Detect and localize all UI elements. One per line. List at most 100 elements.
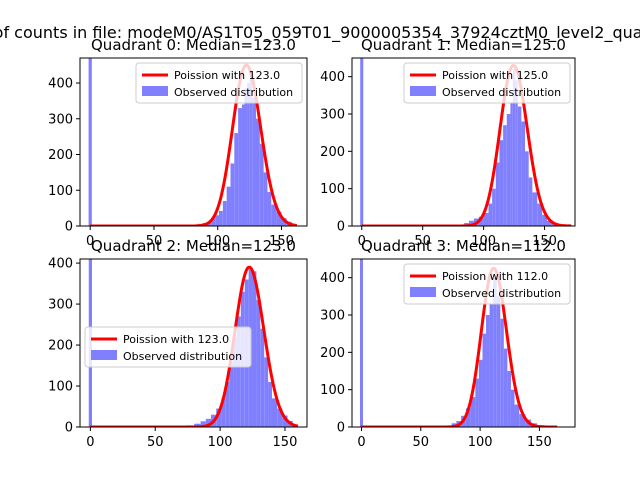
y-tick-label: 100 (48, 380, 73, 395)
y-tick-label: 200 (320, 145, 345, 160)
axes-frame (351, 57, 576, 227)
y-tick-label: 200 (320, 346, 345, 361)
histogram-bar (546, 220, 552, 226)
y-tick-label: 100 (320, 182, 345, 197)
legend-box (403, 62, 571, 104)
histogram-bar (499, 140, 504, 226)
legend-box (403, 263, 571, 305)
histogram-bar (521, 121, 526, 226)
histogram-bar (200, 421, 206, 427)
x-tick-label: 150 (273, 435, 298, 450)
histogram-bar (517, 106, 522, 226)
x-tick-label: 50 (146, 234, 163, 249)
histogram-bar (465, 408, 471, 427)
histogram-bar (532, 192, 538, 226)
histogram-bar (260, 328, 265, 427)
legend-label-observed: Observed distribution (442, 287, 561, 300)
histogram-bar (267, 192, 272, 226)
x-tick-label: 0 (86, 234, 94, 249)
histogram-bar (252, 97, 256, 226)
histogram-bar (247, 83, 250, 226)
x-tick-label: 50 (413, 435, 430, 450)
y-tick-label: 200 (48, 148, 73, 163)
subplot-quadrant-3: 0 50 100 150 0 100 200 300 400 Quadrant 3: Median… (320, 237, 576, 450)
histogram-bar (225, 381, 230, 427)
y-tick-label: 100 (320, 383, 345, 398)
legend-label-observed: Observed distribution (442, 86, 561, 99)
x-tick-label: 100 (471, 234, 496, 249)
y-tick-label: 300 (48, 298, 73, 313)
histogram-bar (256, 299, 261, 427)
histogram-bar (268, 381, 272, 427)
poisson-curve (361, 266, 558, 427)
histogram-bar (525, 151, 529, 226)
x-tick-label: 0 (357, 435, 365, 450)
subplot-quadrant-1: 0 50 100 150 0 100 200 300 400 Quadrant 1: Median… (320, 36, 576, 249)
y-tick-label: 300 (320, 108, 345, 123)
y-tick-label: 300 (48, 112, 73, 127)
histogram-bar (510, 389, 515, 427)
histogram-bar (492, 188, 496, 226)
x-tick-label: 50 (147, 435, 164, 450)
histogram-bar (515, 80, 518, 226)
histogram-bar (252, 271, 257, 427)
y-tick-label: 0 (65, 220, 73, 235)
x-tick-label: 150 (532, 234, 557, 249)
y-tick-label: 400 (320, 70, 345, 85)
y-tick-label: 0 (65, 421, 73, 436)
histogram-bar (482, 333, 487, 427)
plot-area (360, 259, 558, 427)
histogram-bar (510, 102, 513, 226)
y-tick-label: 100 (48, 184, 73, 199)
histogram-bar (222, 200, 227, 226)
histogram-bar (483, 212, 489, 226)
histogram-bar-zero (360, 58, 364, 226)
y-tick-label: 200 (48, 339, 73, 354)
histogram-bar (488, 203, 493, 226)
histogram-bar (230, 163, 235, 226)
histogram-bar (506, 114, 511, 226)
legend-bar-swatch (142, 86, 168, 96)
histogram-bar (238, 108, 242, 226)
x-tick-label: 0 (86, 435, 94, 450)
x-tick-label: 150 (269, 234, 294, 249)
histogram-bar (259, 143, 264, 226)
histogram-bar (496, 296, 501, 427)
histogram-bar (249, 79, 253, 226)
subplot-grid: 0 50 100 150 0 100 200 300 400 Quadrant 0: Median… (48, 36, 576, 450)
x-tick-label: 50 (414, 234, 431, 249)
y-tick-label: 400 (48, 77, 73, 92)
histogram-bar (507, 371, 511, 427)
legend-label-poisson: Poission with 123.0 (123, 333, 229, 346)
subplot-quadrant-0: 0 50 100 150 0 100 200 300 400 Quadrant 0: Median… (48, 36, 308, 249)
histogram-bar (271, 398, 278, 427)
histogram-bar-zero (360, 259, 363, 427)
axes-frame (351, 258, 576, 428)
histogram-bar (194, 423, 201, 427)
histogram-bar (470, 397, 476, 427)
histogram-bar (263, 172, 268, 226)
histogram-bar (241, 104, 245, 226)
histogram-bar (281, 218, 287, 226)
histogram-bar (221, 398, 226, 427)
histogram-bar (478, 216, 484, 226)
legend-bar-swatch (410, 287, 436, 297)
histogram-bar (236, 316, 241, 427)
histogram-bar (503, 125, 507, 226)
histogram-bar (234, 133, 239, 226)
x-tick-label: 100 (468, 435, 493, 450)
legend: Poission with 125.0 Observed distribution (403, 62, 571, 104)
figure-title: Histogram of counts in file: modeM0/AS1T… (0, 23, 640, 43)
y-tick-label: 400 (320, 271, 345, 286)
histogram-bar (512, 69, 516, 226)
x-tick-label: 150 (527, 435, 552, 450)
y-tick-label: 400 (48, 257, 73, 272)
histogram-bar (264, 357, 269, 427)
y-tick-label: 300 (320, 309, 345, 324)
histogram-bar (519, 413, 526, 427)
subplot-title: Quadrant 2: Median=123.0 (91, 237, 296, 255)
y-tick-label: 0 (337, 220, 345, 235)
histogram-bar (478, 359, 483, 427)
histogram-bar (219, 210, 223, 226)
